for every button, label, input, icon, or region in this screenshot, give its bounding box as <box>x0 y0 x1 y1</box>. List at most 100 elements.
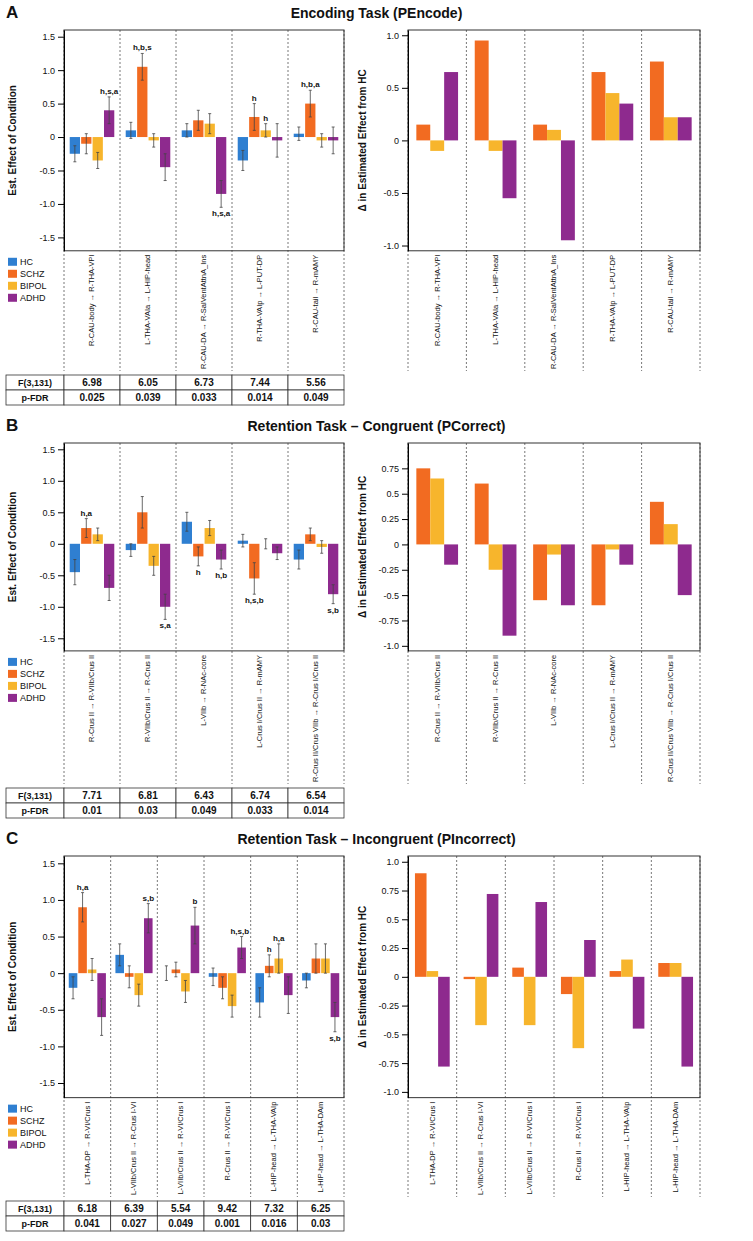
x-tick-label: L-THA-VAIa → L-HIP-head <box>491 255 500 345</box>
error-bar <box>152 134 155 147</box>
error-bar-cap <box>100 998 103 999</box>
error-bar-cap <box>276 123 279 124</box>
annotation-group: h <box>266 945 273 954</box>
delta-bar <box>503 544 517 635</box>
y-tick: -1.5 <box>39 233 64 243</box>
y-tick-label: -0.25 <box>378 1001 399 1011</box>
error-bar <box>152 556 155 575</box>
error-bar-cap <box>128 965 131 966</box>
error-bar <box>309 528 312 541</box>
table-value: 0.03 <box>138 805 158 816</box>
error-bar-cap <box>174 962 177 963</box>
delta-bar <box>605 93 619 140</box>
error-bar-cap <box>277 943 280 944</box>
error-bar <box>241 150 244 170</box>
delta-bar <box>561 140 575 240</box>
annotation-group: s,b <box>142 894 156 903</box>
error-bar-line <box>213 968 214 986</box>
legend: HCSCHZBIPOLADHD <box>8 1104 47 1150</box>
table-value: 0.049 <box>191 805 216 816</box>
annotation-group: h,s,a <box>99 87 119 96</box>
annotation: h <box>267 945 272 954</box>
error-bar-cap <box>212 968 215 969</box>
delta-bar <box>658 963 670 977</box>
y-tick-label: 1.0 <box>386 857 399 867</box>
annotation: s,b <box>329 1034 341 1043</box>
table-cell <box>120 375 176 390</box>
delta-bar <box>427 971 439 977</box>
delta-bar <box>670 963 682 977</box>
delta-bar <box>503 140 517 198</box>
error-bar <box>332 585 335 604</box>
y-tick: 0 <box>394 136 408 146</box>
y-tick-mark <box>58 973 64 974</box>
delta-bar <box>678 117 692 140</box>
error-bar-line <box>166 966 167 981</box>
error-bar-line <box>198 110 199 130</box>
error-bar-cap <box>185 123 188 124</box>
error-bar-line <box>242 150 243 170</box>
legend-swatch <box>8 1129 17 1137</box>
y-tick-label: 0.25 <box>381 943 399 953</box>
delta-chart: -1.0-0.75-0.5-0.2500.250.50.75Δ in Estim… <box>357 443 700 784</box>
error-bar-line <box>254 563 255 594</box>
annotation: h,s,b <box>230 927 249 936</box>
effect-chart: -1.5-1.0-0.500.51.01.5Est. Effect of Con… <box>6 856 344 1231</box>
annotation-patch <box>132 43 153 52</box>
error-bar-line <box>334 1002 335 1031</box>
table-cell <box>232 788 288 803</box>
x-tick-label: R-CAU-body → R-THA-VPl <box>87 254 96 346</box>
error-bar-cap <box>320 147 323 148</box>
category-separator <box>583 30 584 371</box>
delta-bars <box>415 873 693 1066</box>
legend-label: HC <box>20 1104 33 1114</box>
delta-bar <box>664 117 678 140</box>
error-bar <box>129 122 132 138</box>
delta-bar <box>430 140 444 151</box>
error-bar-cap <box>184 1002 187 1003</box>
error-bar-line <box>277 124 278 157</box>
y-tick-mark <box>402 35 408 36</box>
y-tick-label: 0 <box>50 132 55 142</box>
error-bar-cap <box>129 122 132 123</box>
y-tick: -0.75 <box>378 616 408 626</box>
y-tick-label: -1.0 <box>383 1087 399 1097</box>
error-bar-line <box>186 124 187 137</box>
annotation: b <box>193 897 198 906</box>
y-tick-mark <box>402 862 408 863</box>
category-separator <box>176 30 177 371</box>
table-cell <box>232 390 288 405</box>
error-bar-cap <box>220 550 223 551</box>
annotation-group: h <box>195 568 202 577</box>
x-tick-label: R-Crus II → R-VI/Crus I <box>223 1102 232 1181</box>
delta-bar <box>619 544 633 564</box>
error-bar <box>276 124 279 157</box>
error-bar-cap <box>91 980 94 981</box>
delta-bar <box>464 977 476 979</box>
error-bar <box>297 550 300 569</box>
table-value: 0.014 <box>303 805 328 816</box>
error-bar-cap <box>73 559 76 560</box>
error-bar-cap <box>314 943 317 944</box>
x-tick-label: L-HIP-head → L-THA-VAIp <box>269 1102 278 1192</box>
legend-swatch <box>8 682 17 690</box>
delta-bar <box>415 873 427 977</box>
x-tick-label: L-Crus I/Crus II → R-mAMY <box>608 655 617 748</box>
legend-swatch <box>8 270 17 278</box>
y-tick: -0.5 <box>383 1030 408 1040</box>
annotation-group: h,b,a <box>300 80 321 89</box>
error-bar <box>208 114 211 134</box>
y-tick: -1.0 <box>383 1087 408 1097</box>
error-bar-cap <box>297 550 300 551</box>
delta-bar <box>430 478 444 544</box>
error-bar-cap <box>305 987 308 988</box>
table-value: 6.54 <box>306 790 326 801</box>
error-bar-cap <box>324 973 327 974</box>
delta-bar <box>547 130 561 141</box>
annotation-patch <box>244 596 265 605</box>
y-tick-label: 0.5 <box>386 915 399 925</box>
error-bar-cap <box>129 543 132 544</box>
y-tick-label: 0 <box>394 136 399 146</box>
delta-bar <box>592 72 606 140</box>
y-tick-label: 0.5 <box>386 83 399 93</box>
